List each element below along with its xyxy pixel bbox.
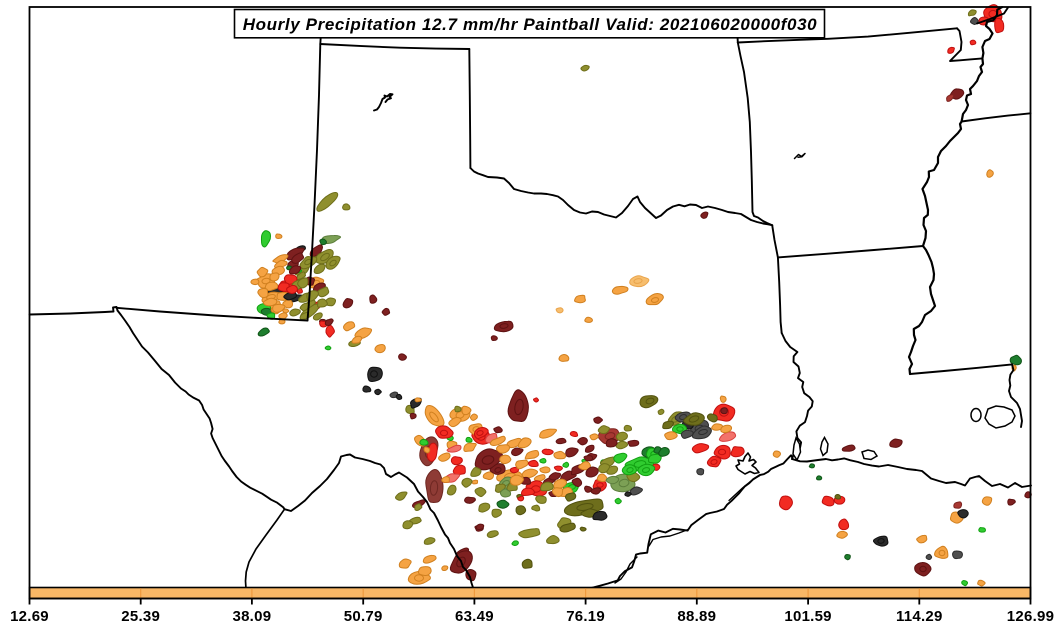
- svg-text:63.49: 63.49: [455, 608, 494, 625]
- svg-text:114.29: 114.29: [896, 608, 943, 625]
- svg-text:12.69: 12.69: [10, 608, 49, 625]
- svg-text:38.09: 38.09: [233, 608, 272, 625]
- svg-text:Hourly Precipitation 12.7 mm/h: Hourly Precipitation 12.7 mm/hr Paintbal…: [243, 15, 817, 34]
- svg-text:126.99: 126.99: [1007, 608, 1054, 625]
- svg-text:88.89: 88.89: [677, 608, 716, 625]
- svg-text:50.79: 50.79: [344, 608, 383, 625]
- svg-text:76.19: 76.19: [566, 608, 605, 625]
- svg-text:25.39: 25.39: [121, 608, 160, 625]
- svg-text:101.59: 101.59: [784, 608, 831, 625]
